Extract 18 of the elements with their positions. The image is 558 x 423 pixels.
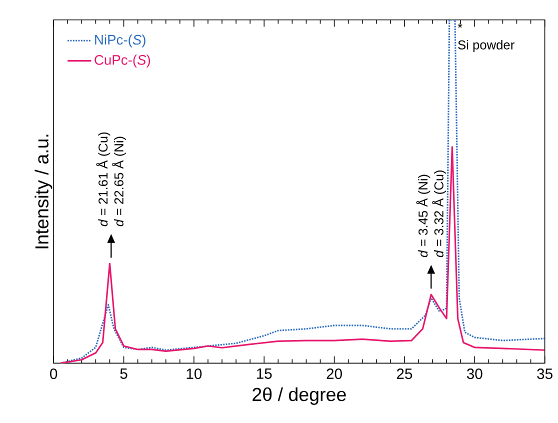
x-tick-label: 30: [466, 368, 482, 380]
y-axis-title: Intensity / a.u.: [34, 134, 52, 248]
annotation: d = 21.61 Å (Cu): [96, 132, 110, 226]
x-tick-label: 20: [326, 368, 342, 380]
annotation: d = 3.32 Å (Cu): [432, 170, 446, 258]
x-tick-label: 10: [186, 368, 202, 380]
x-tick-label: 0: [50, 368, 58, 380]
x-tick-label: 15: [257, 368, 272, 379]
annotation: Si powder: [458, 40, 514, 52]
annotation: d = 3.45 Å (Ni): [416, 174, 430, 258]
x-tick-label: 5: [120, 368, 128, 379]
x-axis-title: 2θ / degree: [252, 387, 346, 405]
annotation: *: [458, 23, 462, 28]
x-tick-label: 35: [537, 368, 552, 380]
legend-label: CuPc-(S): [94, 54, 150, 68]
x-tick-label: 25: [396, 368, 412, 380]
legend-label: NiPc-(S): [95, 34, 146, 48]
annotation: d = 22.65 Å (Ni): [112, 136, 126, 226]
